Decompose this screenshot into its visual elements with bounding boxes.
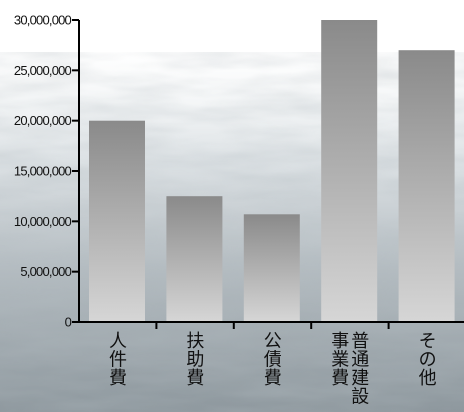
bar-1 (89, 120, 145, 322)
x-tick-label-column: 人件費 (109, 331, 127, 389)
bar-2 (166, 196, 223, 322)
bar-3 (243, 214, 300, 322)
x-tick-label-column: 普通建設 (351, 331, 369, 408)
x-tick-label: 人件費 (109, 331, 127, 389)
bars (89, 20, 455, 322)
y-axis-ticks: 0 5,000,000 10,000,000 15,000,000 20,000,000… (14, 13, 79, 330)
x-tick-label: 扶助費 (186, 331, 204, 389)
x-tick-label: その他 (419, 331, 437, 389)
y-tick-label: 10,000,000 (14, 214, 72, 229)
x-tick-label-column: 扶助費 (186, 331, 204, 389)
x-tick-label-column: 公債費 (264, 331, 282, 389)
y-tick-label: 20,000,000 (14, 113, 72, 128)
bar-4 (321, 20, 378, 322)
y-tick-label: 25,000,000 (14, 63, 72, 78)
y-tick-label: 30,000,000 (14, 13, 72, 28)
bar-5 (398, 50, 455, 322)
y-tick-label: 5,000,000 (20, 264, 71, 279)
x-tick-label-column: 事業費 (331, 331, 349, 389)
x-tick-label-column: その他 (419, 331, 437, 389)
y-tick-label: 15,000,000 (14, 164, 72, 179)
y-tick-label: 0 (65, 315, 72, 330)
x-tick-label: 公債費 (264, 331, 282, 389)
